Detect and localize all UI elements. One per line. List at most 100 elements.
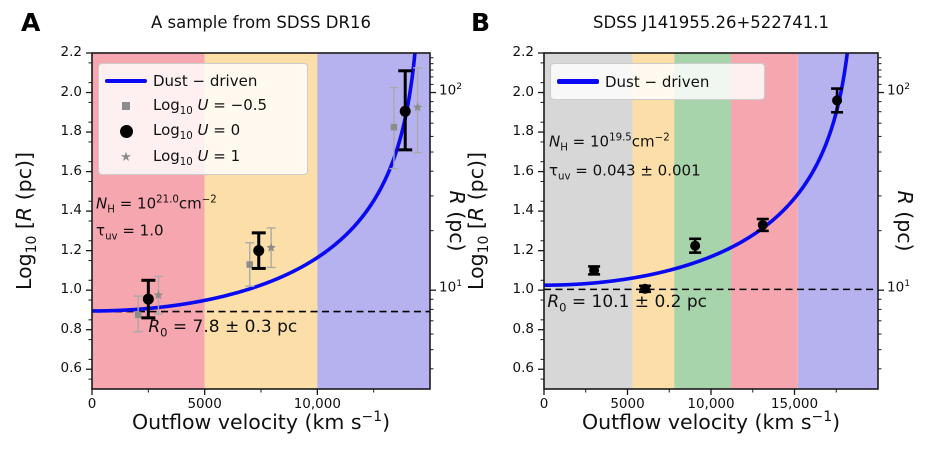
legend-item: Log10 U = −0.5 — [99, 94, 301, 120]
data-point-circle — [757, 219, 768, 230]
text-segment: ) — [832, 410, 841, 434]
text-segment: Log — [11, 253, 36, 290]
text-segment: 0 — [160, 325, 168, 340]
data-point-star — [412, 102, 423, 112]
y-axis-tick-label: 1.6 — [512, 162, 534, 179]
text-segment: 10 — [179, 156, 193, 168]
text-segment: −1 — [361, 409, 383, 426]
y-axis-tick-label: 0.6 — [512, 360, 534, 377]
legend-item: Log10 U = 0 — [99, 119, 301, 145]
legend-marker-circle — [99, 125, 153, 139]
text-segment: −2 — [654, 132, 670, 144]
text-segment: Log — [153, 121, 180, 140]
series-square — [133, 86, 399, 333]
series-circle — [141, 69, 413, 320]
dust-driven-curve — [544, 53, 850, 287]
text-segment: R — [148, 316, 161, 337]
data-point-circle — [690, 240, 701, 251]
x-axis-tick-label: 10,000 — [687, 396, 735, 412]
right-axis-tick-label: 101 — [439, 279, 462, 297]
text-segment: 1 — [456, 278, 463, 290]
data-point-square — [390, 123, 398, 131]
series-circle — [588, 87, 844, 294]
text-segment: U — [197, 146, 209, 165]
legend: Dust − driven Log10 U = −0.5 Log10 U = 0 ★ L… — [98, 63, 308, 175]
legend-item-label: Log10 U = 0 — [153, 121, 240, 142]
data-point-star — [153, 290, 164, 300]
text-segment: 10 — [439, 279, 457, 296]
data-point-circle — [253, 245, 265, 257]
y-axis-tick-label: 2.0 — [512, 83, 534, 100]
text-segment: Dust − driven — [605, 72, 710, 91]
y-axis-tick-label: 2.0 — [60, 83, 82, 100]
right-axis-tick-label: 101 — [887, 279, 910, 297]
x-axis-tick-label: 0 — [539, 396, 549, 412]
y-axis-tick-label: 0.6 — [60, 360, 82, 377]
y-axis-label-right: R (pc) — [893, 190, 917, 251]
velocity-band — [544, 53, 633, 389]
velocity-band — [317, 53, 430, 389]
y-axis-tick-label: 1.2 — [512, 241, 534, 258]
x-axis-tick-label: 0 — [87, 396, 97, 412]
text-segment: = 1 — [208, 146, 241, 165]
panel-a-label: A — [21, 8, 41, 37]
text-segment: 0 — [559, 300, 567, 315]
annotation-tau: τuv = 1.0 — [96, 221, 164, 242]
annotation-nh: NH = 1021.0cm−2 — [96, 195, 217, 216]
legend-marker-star: ★ — [99, 151, 153, 164]
text-segment: Outflow velocity (km s — [581, 410, 812, 434]
x-axis-tick-label: 15,000 — [770, 396, 819, 412]
velocity-band — [674, 53, 732, 389]
text-segment: = 1.0 — [117, 221, 164, 240]
text-segment: R — [463, 206, 488, 222]
legend-circle-sample — [119, 125, 133, 139]
text-segment: 10 — [887, 279, 905, 296]
text-segment: 10 — [887, 82, 905, 99]
x-axis-label: Outflow velocity (km s−1) — [582, 410, 840, 434]
legend-line-sample — [557, 79, 599, 84]
panel-B — [538, 52, 884, 395]
text-segment: cm — [178, 194, 202, 213]
text-segment: 1 — [904, 278, 911, 290]
text-segment: N — [549, 132, 561, 151]
text-segment: (pc) — [893, 204, 917, 252]
legend-marker-line — [551, 79, 605, 84]
series-star — [153, 67, 423, 315]
panel-b-title: SDSS J141955.26+522741.1 — [592, 13, 830, 32]
annotation-r0: R0 = 10.1 ± 0.2 pc — [547, 292, 707, 314]
y-axis-tick-label: 1.0 — [512, 281, 534, 298]
legend-marker-line — [99, 78, 153, 83]
text-segment: 10 — [439, 82, 457, 99]
y-axis-label-left: Log10 [R (pc)] — [12, 152, 40, 290]
text-segment: [ — [11, 221, 36, 236]
text-segment: = 7.8 ± 0.3 pc — [167, 316, 298, 337]
annotation-tau: τuv = 0.043 ± 0.001 — [549, 161, 701, 182]
data-point-star — [266, 242, 276, 252]
panel-a-title: A sample from SDSS DR16 — [151, 13, 371, 32]
text-segment: R — [893, 190, 917, 205]
legend-item: Dust − driven — [99, 68, 301, 94]
data-point-circle — [142, 293, 154, 305]
text-segment: 21.0 — [156, 194, 179, 206]
y-axis-tick-label: 2.2 — [512, 44, 534, 60]
data-point-square — [246, 261, 253, 268]
text-segment: Dust − driven — [153, 71, 258, 90]
text-segment: −2 — [201, 194, 217, 206]
legend-item-label: Log10 U = 1 — [153, 147, 240, 168]
data-point-square — [134, 311, 142, 319]
y-axis-tick-label: 2.2 — [60, 44, 82, 60]
annotation-nh: NH = 1019.5cm−2 — [549, 132, 670, 153]
data-point-circle — [399, 105, 411, 117]
y-axis-tick-label: 1.4 — [60, 202, 82, 219]
text-segment: N — [96, 194, 108, 213]
text-segment: = 0.043 ± 0.001 — [570, 160, 701, 179]
x-axis-label: Outflow velocity (km s−1) — [132, 410, 390, 434]
legend: Dust − driven — [550, 63, 765, 100]
text-segment: 2 — [456, 80, 463, 92]
text-segment: = 10.1 ± 0.2 pc — [566, 292, 708, 313]
text-segment: 10 — [179, 131, 193, 143]
text-segment: 10 — [24, 235, 41, 254]
dust-driven-curve — [92, 53, 417, 313]
legend-marker-square — [99, 102, 153, 111]
